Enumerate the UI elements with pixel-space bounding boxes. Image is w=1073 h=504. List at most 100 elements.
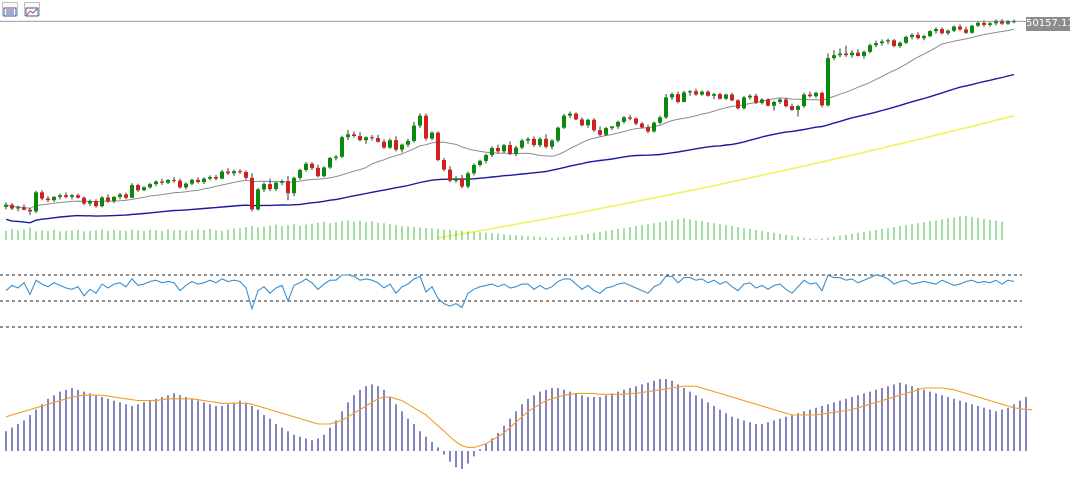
- candle-body: [166, 179, 170, 183]
- candle-body: [334, 156, 338, 158]
- candle-body: [394, 140, 398, 150]
- candle-body: [994, 20, 998, 24]
- candle-body: [742, 97, 746, 109]
- candle-body: [838, 53, 842, 56]
- candle-body: [316, 167, 320, 177]
- candle-body: [802, 94, 806, 107]
- candle-body: [172, 179, 176, 181]
- candle-body: [616, 121, 620, 127]
- candle-body: [322, 167, 326, 177]
- candle-body: [76, 195, 80, 198]
- candle-body: [748, 95, 752, 98]
- candle-body: [448, 169, 452, 181]
- rsi-panel: [0, 274, 1022, 328]
- candle-body: [124, 194, 128, 198]
- candle-body: [112, 196, 116, 202]
- candle-body: [232, 171, 236, 174]
- candle-body: [298, 169, 302, 178]
- candle-body: [898, 42, 902, 47]
- candle-body: [658, 117, 662, 123]
- candle-body: [640, 123, 644, 128]
- candle-body: [256, 189, 260, 210]
- candle-body: [622, 117, 626, 122]
- candle-body: [442, 160, 446, 170]
- candle-body: [40, 192, 44, 199]
- candle-body: [1012, 21, 1016, 23]
- last-price-label: 50157.11: [1026, 17, 1073, 31]
- candle-body: [100, 197, 104, 207]
- candle-body: [736, 100, 740, 109]
- candle-body: [574, 113, 578, 120]
- candle-body: [604, 128, 608, 135]
- candle-body: [58, 195, 62, 197]
- candle-body: [916, 34, 920, 39]
- candle-body: [784, 99, 788, 107]
- candle-body: [580, 119, 584, 126]
- candle-body: [712, 94, 716, 96]
- candle-body: [4, 204, 8, 207]
- candle-body: [184, 183, 188, 188]
- candle-body: [964, 29, 968, 33]
- candle-body: [364, 137, 368, 141]
- candle-body: [718, 94, 722, 99]
- candle-body: [472, 164, 476, 174]
- candle-body: [832, 55, 836, 59]
- candle-body: [226, 171, 230, 174]
- candle-body: [130, 185, 134, 198]
- candle-body: [874, 43, 878, 46]
- candle-body: [346, 134, 350, 138]
- candle-body: [400, 144, 404, 150]
- candle-body: [880, 41, 884, 44]
- candle-body: [484, 155, 488, 161]
- candle-body: [70, 195, 74, 197]
- candle-body: [610, 126, 614, 129]
- candle-body: [82, 197, 86, 204]
- candle-body: [214, 177, 218, 179]
- candle-body: [550, 140, 554, 147]
- candle-body: [382, 141, 386, 148]
- candle-body: [808, 94, 812, 97]
- candle-body: [682, 92, 686, 102]
- candle-body: [544, 138, 548, 147]
- candle-body: [958, 26, 962, 30]
- chart-props-icon[interactable]: [24, 2, 40, 17]
- candle-body: [934, 29, 938, 32]
- candle-body: [262, 184, 266, 190]
- candle-body: [814, 92, 818, 97]
- candle-body: [46, 198, 50, 201]
- candle-body: [568, 113, 572, 116]
- candle-body: [190, 179, 194, 184]
- candle-body: [430, 132, 434, 139]
- candle-body: [586, 119, 590, 126]
- candle-body: [388, 140, 392, 148]
- candle-body: [526, 138, 530, 141]
- candle-body: [778, 99, 782, 102]
- candle-body: [466, 173, 470, 187]
- candle-body: [634, 118, 638, 124]
- rsi-line: [5, 274, 1015, 311]
- candle-body: [136, 185, 140, 191]
- candle-body: [412, 125, 416, 141]
- candle-body: [904, 36, 908, 43]
- candle-body: [826, 58, 830, 106]
- candle-body: [208, 177, 212, 179]
- candle-body: [676, 94, 680, 102]
- candle-body: [490, 148, 494, 156]
- price-panel: [0, 19, 1026, 239]
- candle-body: [220, 171, 224, 179]
- candle-body: [646, 127, 650, 132]
- candle-body: [790, 106, 794, 110]
- candle-body: [478, 160, 482, 165]
- candle-body: [1006, 21, 1010, 24]
- chart-list-icon[interactable]: [2, 2, 18, 17]
- candle-body: [844, 53, 848, 56]
- candle-body: [340, 137, 344, 157]
- candle-body: [328, 157, 332, 168]
- candle-body: [892, 40, 896, 47]
- candle-body: [766, 99, 770, 106]
- candle-body: [652, 122, 656, 132]
- candle-body: [1000, 20, 1004, 24]
- candle-body: [556, 127, 560, 141]
- candle-body: [34, 192, 38, 212]
